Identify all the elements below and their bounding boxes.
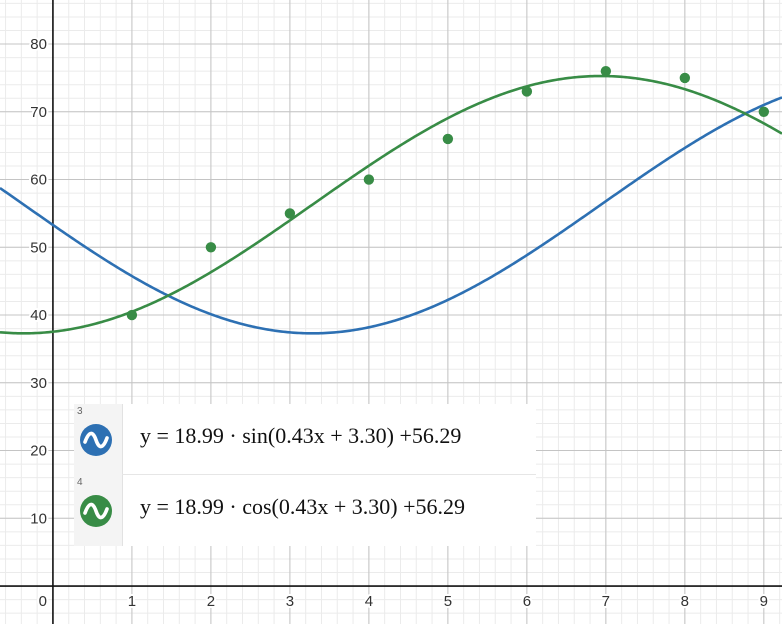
expression-number: 3 <box>77 406 83 417</box>
y-tick-label: 30 <box>30 375 47 392</box>
expression-gutter: 4 <box>74 475 123 546</box>
data-point <box>600 65 612 77</box>
data-point <box>363 174 375 185</box>
expression-equation[interactable]: y = 18.99 · cos(0.43x + 3.30) +56.29 <box>140 494 466 519</box>
data-point <box>205 242 217 253</box>
curve-sin <box>0 96 782 335</box>
tick-labels: 1 2 3 4 5 6 7 8 9 10 20 30 40 50 60 70 80 0 <box>28 34 770 612</box>
x-tick-label: 9 <box>760 593 768 610</box>
x-tick-label: 6 <box>523 593 531 610</box>
expression-gutter: 3 <box>74 404 123 475</box>
y-tick-label: 50 <box>30 239 47 256</box>
y-tick-label: 70 <box>30 104 47 121</box>
x-tick-label: 3 <box>286 593 294 610</box>
origin-label: 0 <box>39 593 47 610</box>
y-tick-label: 10 <box>30 510 47 527</box>
y-tick-label: 60 <box>30 172 47 189</box>
row-divider <box>122 474 536 475</box>
expression-list: 3 y = 18.99 · sin(0.43x + 3.30) +56.29 4… <box>74 404 536 546</box>
x-tick-label: 8 <box>681 593 689 610</box>
x-tick-label: 7 <box>602 593 610 610</box>
x-tick-label: 5 <box>444 593 452 610</box>
wave-icon[interactable] <box>79 494 113 528</box>
data-point <box>126 309 138 321</box>
wave-icon[interactable] <box>79 423 113 457</box>
y-tick-label: 20 <box>30 443 47 460</box>
data-points <box>126 65 770 321</box>
expression-equation[interactable]: y = 18.99 · sin(0.43x + 3.30) +56.29 <box>140 423 462 448</box>
x-tick-label: 4 <box>365 593 373 610</box>
data-point <box>284 208 296 219</box>
data-point <box>758 106 770 117</box>
expression-row-3[interactable]: 3 y = 18.99 · sin(0.43x + 3.30) +56.29 <box>74 404 536 475</box>
x-tick-label: 2 <box>207 593 215 610</box>
curve-cos <box>0 74 782 335</box>
x-tick-label: 1 <box>128 593 136 610</box>
expression-number: 4 <box>77 477 83 488</box>
y-tick-label: 80 <box>30 36 47 53</box>
data-point <box>521 86 533 97</box>
curves <box>0 74 782 335</box>
expression-row-4[interactable]: 4 y = 18.99 · cos(0.43x + 3.30) +56.29 <box>74 475 536 546</box>
data-point <box>442 133 454 145</box>
y-tick-label: 40 <box>30 307 47 324</box>
data-point <box>679 72 691 84</box>
